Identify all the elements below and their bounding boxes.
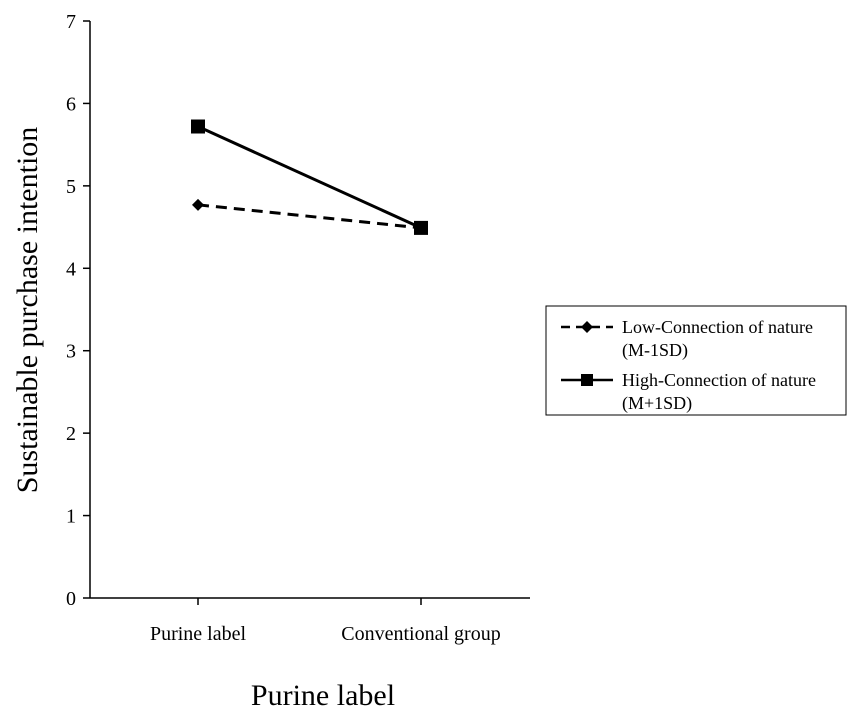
y-axis-title: Sustainable purchase intention <box>11 127 44 494</box>
legend: Low-Connection of nature (M-1SD) High-Co… <box>545 305 847 416</box>
y-axis: 0 1 2 3 4 5 6 7 <box>66 11 91 610</box>
legend-label-high-line1: High-Connection of nature <box>622 370 816 390</box>
series-layer <box>191 119 428 235</box>
high-series-point <box>191 119 205 134</box>
y-tick-label: 7 <box>66 11 76 33</box>
legend-marker-low <box>581 321 593 333</box>
low-series-line <box>197 203 422 230</box>
low-series-point <box>192 198 204 211</box>
legend-label-high-line2: (M+1SD) <box>622 393 692 414</box>
x-axis-title: Purine label <box>251 679 395 712</box>
low-series-point <box>415 221 427 234</box>
legend-box <box>545 305 847 416</box>
y-tick-label: 6 <box>66 93 76 115</box>
y-tick-label: 0 <box>66 588 76 610</box>
y-tick-label: 5 <box>66 176 76 198</box>
x-tick-label: Conventional group <box>341 623 500 645</box>
x-tick-label: Purine label <box>150 623 247 645</box>
x-axis: Purine label Conventional group <box>90 597 530 645</box>
y-tick-label: 4 <box>66 258 76 280</box>
legend-label-low-line2: (M-1SD) <box>622 340 688 361</box>
legend-marker-high <box>581 374 593 386</box>
legend-label-low-line1: Low-Connection of nature <box>622 317 813 337</box>
y-tick-label: 1 <box>66 506 76 528</box>
high-series-line <box>197 125 422 230</box>
y-tick-label: 2 <box>66 423 76 445</box>
y-tick-label: 3 <box>66 341 76 363</box>
